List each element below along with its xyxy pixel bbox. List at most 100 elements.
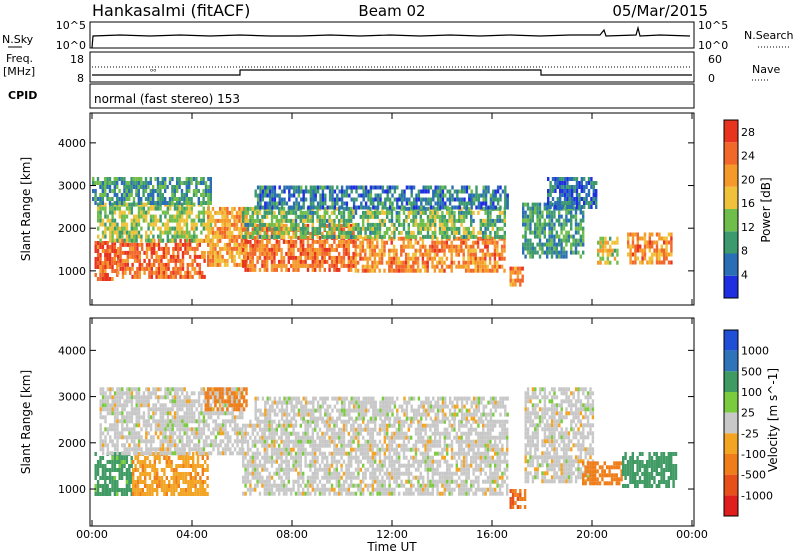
data-cell <box>570 242 573 247</box>
data-cell <box>499 205 502 210</box>
data-cell <box>172 484 176 488</box>
data-cell <box>249 419 252 424</box>
data-cell <box>181 218 184 223</box>
data-cell <box>132 480 135 484</box>
data-cell <box>113 484 117 488</box>
data-cell <box>311 251 314 256</box>
data-cell <box>214 403 217 408</box>
data-cell <box>183 443 186 448</box>
data-cell <box>328 247 331 252</box>
data-cell <box>280 189 284 194</box>
data-cell <box>137 189 140 193</box>
data-cell <box>560 238 563 243</box>
data-cell <box>181 262 185 267</box>
data-cell <box>462 234 466 239</box>
data-cell <box>316 247 319 252</box>
data-cell <box>201 488 204 492</box>
data-cell <box>571 205 574 209</box>
data-cell <box>559 185 562 189</box>
data-cell <box>643 240 647 245</box>
data-cell <box>634 260 637 265</box>
data-cell <box>381 218 384 223</box>
data-cell <box>278 185 281 190</box>
data-cell <box>309 189 313 194</box>
data-cell <box>111 439 114 444</box>
data-cell <box>297 247 300 252</box>
data-cell <box>388 205 392 210</box>
y-tick-label: 1000 <box>58 265 86 278</box>
data-cell <box>397 260 401 265</box>
data-cell <box>663 252 666 257</box>
data-cell <box>140 226 143 231</box>
data-cell <box>164 214 167 219</box>
data-cell <box>283 189 286 194</box>
data-cell <box>97 206 100 211</box>
data-cell <box>99 427 102 432</box>
data-cell <box>183 411 186 416</box>
data-cell <box>158 480 161 484</box>
data-cell <box>309 205 313 210</box>
data-cell <box>450 252 453 257</box>
data-cell <box>142 399 146 404</box>
data-cell <box>373 268 377 273</box>
data-cell <box>206 399 210 404</box>
data-cell <box>158 460 161 464</box>
data-cell <box>384 197 387 202</box>
data-cell <box>407 222 410 227</box>
power-marks <box>92 177 673 287</box>
data-cell <box>270 231 274 236</box>
data-cell <box>151 464 154 468</box>
data-cell <box>206 403 210 408</box>
data-cell <box>136 258 139 263</box>
data-cell <box>292 251 295 256</box>
data-cell <box>606 260 609 265</box>
data-cell <box>565 238 568 243</box>
data-cell <box>157 399 160 404</box>
data-cell <box>369 230 372 235</box>
data-cell <box>149 427 153 432</box>
data-cell <box>412 205 416 210</box>
data-cell <box>457 236 461 241</box>
data-cell <box>191 258 194 263</box>
data-cell <box>229 435 232 440</box>
data-cell <box>163 456 166 460</box>
data-cell <box>170 484 173 488</box>
data-cell <box>648 236 651 241</box>
data-cell <box>140 403 143 408</box>
data-cell <box>388 256 391 261</box>
data-cell <box>123 391 126 396</box>
data-cell <box>364 268 367 273</box>
data-cell <box>254 459 257 464</box>
data-cell <box>263 435 266 440</box>
data-cell <box>300 197 303 202</box>
data-cell <box>170 464 173 468</box>
data-cell <box>268 491 271 496</box>
data-cell <box>162 274 165 279</box>
data-cell <box>429 226 432 231</box>
data-cell <box>156 488 159 492</box>
data-cell <box>268 419 271 424</box>
data-cell <box>184 464 188 468</box>
data-cell <box>207 234 210 239</box>
data-cell <box>200 222 203 227</box>
data-cell <box>147 447 150 452</box>
data-cell <box>171 177 174 181</box>
data-cell <box>326 259 329 264</box>
data-cell <box>161 181 164 185</box>
data-cell <box>340 189 344 194</box>
data-cell <box>494 218 497 223</box>
data-cell <box>202 197 205 201</box>
data-cell <box>524 238 527 243</box>
data-cell <box>109 230 112 235</box>
data-cell <box>116 431 119 436</box>
data-cell <box>422 205 425 210</box>
data-cell <box>221 395 224 400</box>
data-cell <box>261 239 264 244</box>
data-cell <box>188 201 191 205</box>
data-cell <box>228 218 231 223</box>
data-cell <box>469 248 473 253</box>
data-cell <box>207 197 210 201</box>
data-cell <box>546 242 549 247</box>
data-cell <box>148 492 152 496</box>
data-cell <box>660 252 663 257</box>
